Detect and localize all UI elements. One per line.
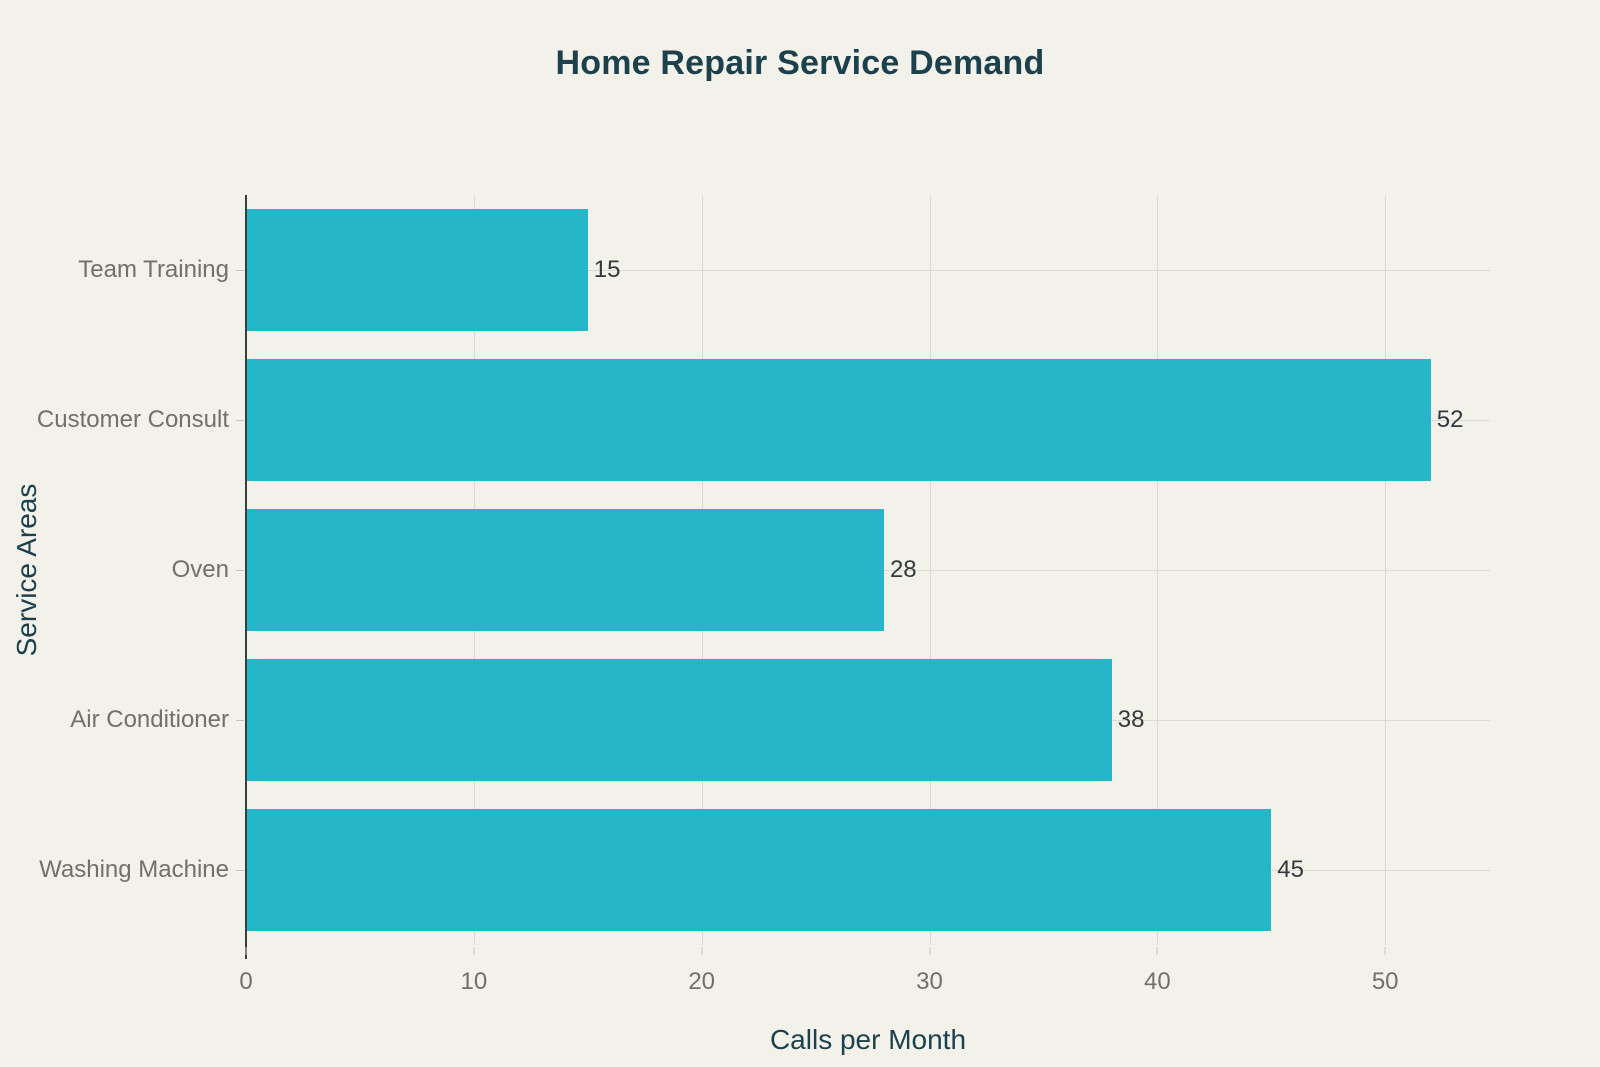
y-tick-mark (236, 870, 244, 871)
bar-row: 38 Air Conditioner (70, 645, 1490, 795)
bar-customer-consult (246, 358, 1431, 482)
y-axis-line (245, 195, 247, 959)
x-tick-label: 40 (1143, 968, 1171, 995)
y-tick-mark (236, 270, 244, 271)
bar-value-label: 38 (1117, 706, 1145, 733)
bar-air-conditioner (246, 658, 1112, 782)
bar-team-training (246, 208, 588, 332)
y-tick-mark (236, 570, 244, 571)
x-tick-label: 20 (688, 968, 716, 995)
bar-row: 52 Customer Consult (37, 345, 1490, 495)
plot-area: 15 Team Training 52 Customer Consult 28 Oven 3… (37, 195, 1490, 995)
chart-title: Home Repair Service Demand (555, 44, 1045, 82)
bar-washing-machine (246, 808, 1272, 932)
y-tick-mark (236, 720, 244, 721)
x-tick-mark (929, 947, 931, 955)
x-tick-label: 30 (916, 968, 943, 995)
x-tick-mark (701, 947, 703, 955)
bar-row: 15 Team Training (78, 195, 1490, 345)
bar-value-label: 15 (593, 256, 621, 283)
x-tick-label: 0 (239, 968, 253, 995)
category-label: Team Training (78, 256, 229, 283)
bar-row: 28 Oven (172, 495, 1490, 645)
category-label: Oven (171, 556, 229, 583)
bar-value-label: 45 (1277, 856, 1304, 883)
bar-value-label: 28 (889, 556, 917, 583)
category-label: Customer Consult (36, 406, 229, 433)
x-tick-label: 10 (460, 968, 488, 995)
bar-oven (246, 508, 884, 632)
x-tick-mark (1384, 947, 1386, 955)
x-tick-mark (245, 947, 247, 955)
category-label: Air Conditioner (70, 706, 229, 733)
horizontal-gridline (246, 270, 1490, 271)
x-tick-mark (473, 947, 475, 955)
y-axis-title: Service Areas (11, 483, 42, 657)
x-tick-mark (1156, 947, 1158, 955)
bar-row: 45 Washing Machine (39, 795, 1490, 945)
x-axis-title: Calls per Month (769, 1024, 967, 1055)
category-label: Washing Machine (39, 856, 229, 883)
y-tick-mark (236, 420, 244, 421)
x-tick-label: 50 (1371, 968, 1399, 995)
bar-value-label: 52 (1436, 406, 1464, 433)
